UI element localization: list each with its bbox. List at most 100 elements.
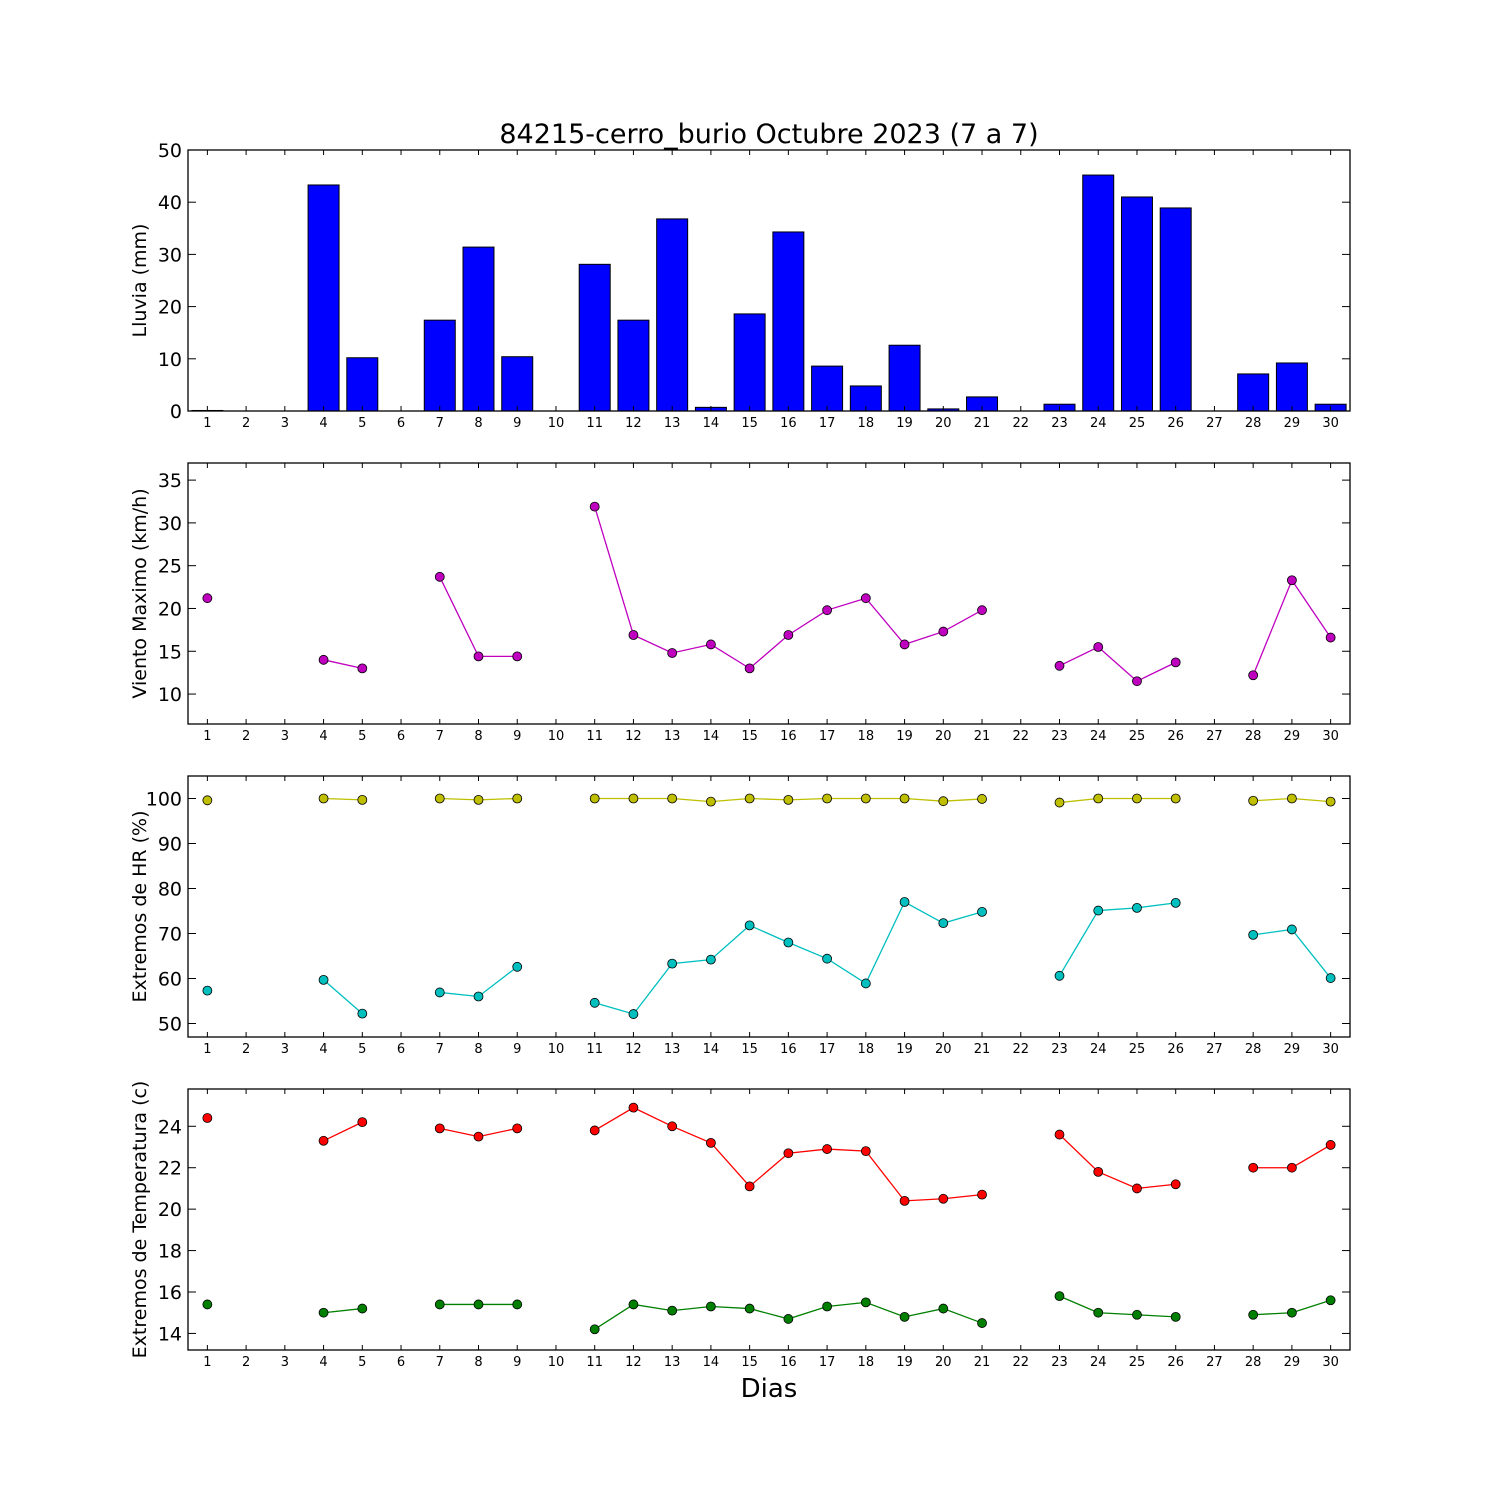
x-tick-label: 1 bbox=[203, 729, 211, 744]
series-1-line bbox=[323, 979, 363, 1015]
x-tick-label: 2 bbox=[242, 1355, 250, 1370]
x-tick-label: 10 bbox=[548, 1042, 565, 1057]
series-0-point-day-23 bbox=[1054, 660, 1065, 671]
x-tick-label: 15 bbox=[741, 1355, 758, 1370]
series-0-line bbox=[1252, 578, 1332, 676]
x-tick-label: 23 bbox=[1051, 729, 1068, 744]
x-tick-label: 13 bbox=[664, 416, 681, 431]
x-tick-label: 12 bbox=[625, 1042, 642, 1057]
bar-day-4 bbox=[307, 184, 340, 412]
y-tick-label: 60 bbox=[158, 969, 182, 991]
bar-day-19 bbox=[888, 344, 921, 412]
x-tick-label: 6 bbox=[397, 416, 405, 431]
series-0-point-day-1 bbox=[202, 1113, 213, 1123]
series-0-point-day-20 bbox=[938, 1193, 949, 1204]
x-tick-label: 9 bbox=[513, 729, 521, 744]
plot-frame bbox=[187, 462, 1351, 725]
series-1-point-day-7 bbox=[434, 1299, 445, 1310]
series-0-point-day-4 bbox=[318, 654, 329, 665]
series-0-point-day-1 bbox=[202, 593, 213, 604]
series-1-point-day-12 bbox=[628, 1009, 639, 1019]
series-0-point-day-28 bbox=[1248, 670, 1259, 681]
series-1-point-day-28 bbox=[1248, 929, 1259, 940]
y-tick-label: 16 bbox=[158, 1282, 182, 1304]
x-tick-label: 20 bbox=[935, 1355, 952, 1370]
series-1-line bbox=[1059, 1295, 1176, 1318]
series-1-point-day-15 bbox=[744, 920, 755, 931]
x-tick-label: 1 bbox=[203, 416, 211, 431]
x-tick-label: 27 bbox=[1206, 729, 1223, 744]
series-1-point-day-16 bbox=[783, 937, 794, 948]
series-1-line bbox=[594, 901, 983, 1015]
x-tick-label: 13 bbox=[664, 729, 681, 744]
panels: 1 2 3 4 5 6 7 8 9 10 11 12 13 14 15 16 17 18 19 20 21 22 23 24 2… bbox=[129, 140, 1351, 1370]
y-axis-label: Lluvia (mm) bbox=[129, 224, 151, 338]
x-tick-label: 26 bbox=[1167, 416, 1184, 431]
x-tick-label: 24 bbox=[1090, 1042, 1107, 1057]
series-0-point-day-18 bbox=[860, 593, 871, 604]
series-0-point-day-21 bbox=[977, 605, 987, 616]
x-tick-label: 4 bbox=[319, 1355, 327, 1370]
x-tick-label: 7 bbox=[436, 416, 444, 431]
series-1-point-day-12 bbox=[628, 1299, 639, 1310]
x-tick-label: 11 bbox=[586, 729, 603, 744]
y-axis-label: Extremos de Temperatura (c) bbox=[129, 1081, 151, 1359]
bar-day-7 bbox=[423, 319, 456, 412]
series-0-point-day-29 bbox=[1287, 793, 1297, 804]
x-tick-label: 24 bbox=[1090, 1355, 1107, 1370]
x-tick-label: 3 bbox=[281, 1355, 289, 1370]
x-tick-label: 28 bbox=[1245, 1042, 1262, 1057]
series-0-point-day-12 bbox=[628, 630, 639, 640]
x-tick-label: 27 bbox=[1206, 1355, 1223, 1370]
x-tick-label: 23 bbox=[1051, 1355, 1068, 1370]
series-0-point-day-9 bbox=[512, 651, 523, 662]
series-0-line bbox=[323, 659, 363, 670]
series-0-point-day-8 bbox=[473, 1131, 484, 1142]
panel-temperatura: 1 2 3 4 5 6 7 8 9 10 11 12 13 14 15 16 17 18 19 20 21 22 23 24 2… bbox=[129, 1081, 1351, 1370]
x-tick-label: 22 bbox=[1012, 729, 1029, 744]
bar-day-24 bbox=[1082, 174, 1115, 412]
x-tick-label: 29 bbox=[1284, 1355, 1301, 1370]
x-tick-label: 14 bbox=[703, 416, 720, 431]
x-tick-label: 8 bbox=[474, 1042, 482, 1057]
x-tick-label: 15 bbox=[741, 416, 758, 431]
x-tick-label: 30 bbox=[1322, 1355, 1339, 1370]
y-tick-label: 80 bbox=[158, 879, 182, 901]
x-tick-label: 14 bbox=[703, 729, 720, 744]
x-tick-label: 4 bbox=[319, 729, 327, 744]
x-tick-label: 8 bbox=[474, 729, 482, 744]
panel-humedad: 1 2 3 4 5 6 7 8 9 10 11 12 13 14 15 16 17 18 19 20 21 22 23 24 2… bbox=[129, 775, 1351, 1057]
y-tick-label: 20 bbox=[158, 297, 182, 319]
series-0-point-day-18 bbox=[860, 793, 871, 804]
series-1-point-day-1 bbox=[202, 985, 213, 996]
x-tick-label: 16 bbox=[780, 729, 797, 744]
x-tick-label: 21 bbox=[974, 416, 991, 431]
x-axis-label: Dias bbox=[741, 1374, 798, 1404]
bar-day-15 bbox=[733, 313, 766, 412]
x-tick-label: 2 bbox=[242, 729, 250, 744]
series-0-point-day-21 bbox=[977, 1189, 987, 1200]
series-0-line bbox=[439, 576, 518, 658]
y-axis-label: Viento Maximo (km/h) bbox=[129, 488, 151, 698]
series-1-point-day-7 bbox=[434, 987, 445, 998]
series-1-point-day-5 bbox=[357, 1008, 368, 1019]
bar-day-25 bbox=[1120, 196, 1153, 412]
x-tick-label: 28 bbox=[1245, 416, 1262, 431]
series-1-point-day-8 bbox=[473, 991, 484, 1002]
series-1-point-day-8 bbox=[473, 1299, 484, 1310]
series-1-point-day-17 bbox=[822, 1301, 832, 1312]
y-axis-label: Extremos de HR (%) bbox=[129, 810, 151, 1002]
x-tick-label: 25 bbox=[1129, 416, 1146, 431]
bar-day-26 bbox=[1159, 207, 1192, 412]
x-tick-label: 1 bbox=[203, 1355, 211, 1370]
x-tick-label: 5 bbox=[358, 1042, 366, 1057]
x-tick-label: 19 bbox=[896, 729, 913, 744]
bar-day-29 bbox=[1275, 362, 1308, 412]
y-tick-label: 35 bbox=[158, 470, 182, 492]
series-1-point-day-9 bbox=[512, 961, 523, 972]
x-tick-label: 10 bbox=[548, 1355, 565, 1370]
x-tick-label: 4 bbox=[319, 416, 327, 431]
series-0-point-day-28 bbox=[1248, 1162, 1259, 1173]
x-tick-label: 12 bbox=[625, 1355, 642, 1370]
series-1-point-day-30 bbox=[1325, 1295, 1336, 1306]
